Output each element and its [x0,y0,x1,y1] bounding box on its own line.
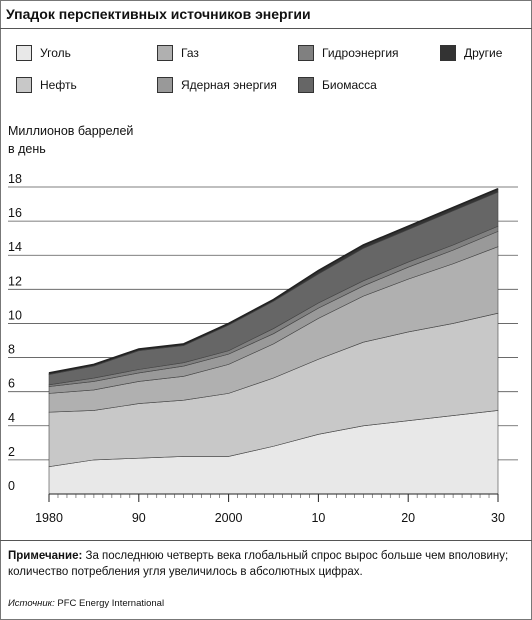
source-label: Источник: [8,598,55,609]
x-tick-label-2000: 2000 [215,511,243,525]
legend-label-hydro: Гидроэнергия [322,46,399,60]
legend-swatch-gas [157,45,173,61]
y-axis-label-line-2: в день [8,142,46,156]
note-label: Примечание: [8,550,83,562]
legend-item-hydro: Гидроэнергия [298,45,399,61]
y-tick-label-8: 8 [8,343,15,357]
x-tick-label-20: 20 [401,511,415,525]
legend-item-other: Другие [440,45,502,61]
legend-label-other: Другие [464,46,503,60]
y-axis-label-line-1: Миллионов баррелей [8,124,134,138]
legend-swatch-nuclear [157,77,173,93]
legend-label-gas: Газ [181,46,199,60]
legend-swatch-biomass [298,77,314,93]
note-divider [0,540,532,541]
chart-title: Упадок перспективных источников энергии [6,6,311,22]
chart-note: Примечание: За последнюю четверть века г… [8,548,524,580]
legend-item-oil: Нефть [16,77,77,93]
legend-label-nuclear: Ядерная энергия [181,78,277,92]
legend-label-biomass: Биомасса [322,78,377,92]
note-text: За последнюю четверть века глобальный сп… [8,550,509,578]
title-divider [0,28,532,29]
y-tick-label-10: 10 [8,308,22,322]
legend-swatch-hydro [298,45,314,61]
y-axis-label: Миллионов баррелей в день [8,122,133,158]
y-tick-label-0: 0 [8,479,15,493]
y-tick-label-2: 2 [8,445,15,459]
area-top-outline [48,187,499,374]
x-tick-label-30: 30 [491,511,505,525]
y-tick-label-14: 14 [8,240,22,254]
legend-item-biomass: Биомасса [298,77,377,93]
y-tick-label-4: 4 [8,411,15,425]
y-tick-label-16: 16 [8,206,22,220]
legend-item-nuclear: Ядерная энергия [157,77,277,93]
x-tick-label-1980: 1980 [35,511,63,525]
chart-source: Источник: PFC Energy International [8,598,164,609]
legend-swatch-oil [16,77,32,93]
legend-item-coal: Уголь [16,45,71,61]
y-tick-label-12: 12 [8,274,22,288]
x-tick-label-90: 90 [132,511,146,525]
legend-item-gas: Газ [157,45,199,61]
y-tick-label-18: 18 [8,172,22,186]
source-text: PFC Energy International [54,598,165,609]
y-tick-label-6: 6 [8,377,15,391]
legend-swatch-coal [16,45,32,61]
legend-label-coal: Уголь [40,46,71,60]
legend-label-oil: Нефть [40,78,77,92]
legend-swatch-other [440,45,456,61]
x-tick-label-10: 10 [311,511,325,525]
